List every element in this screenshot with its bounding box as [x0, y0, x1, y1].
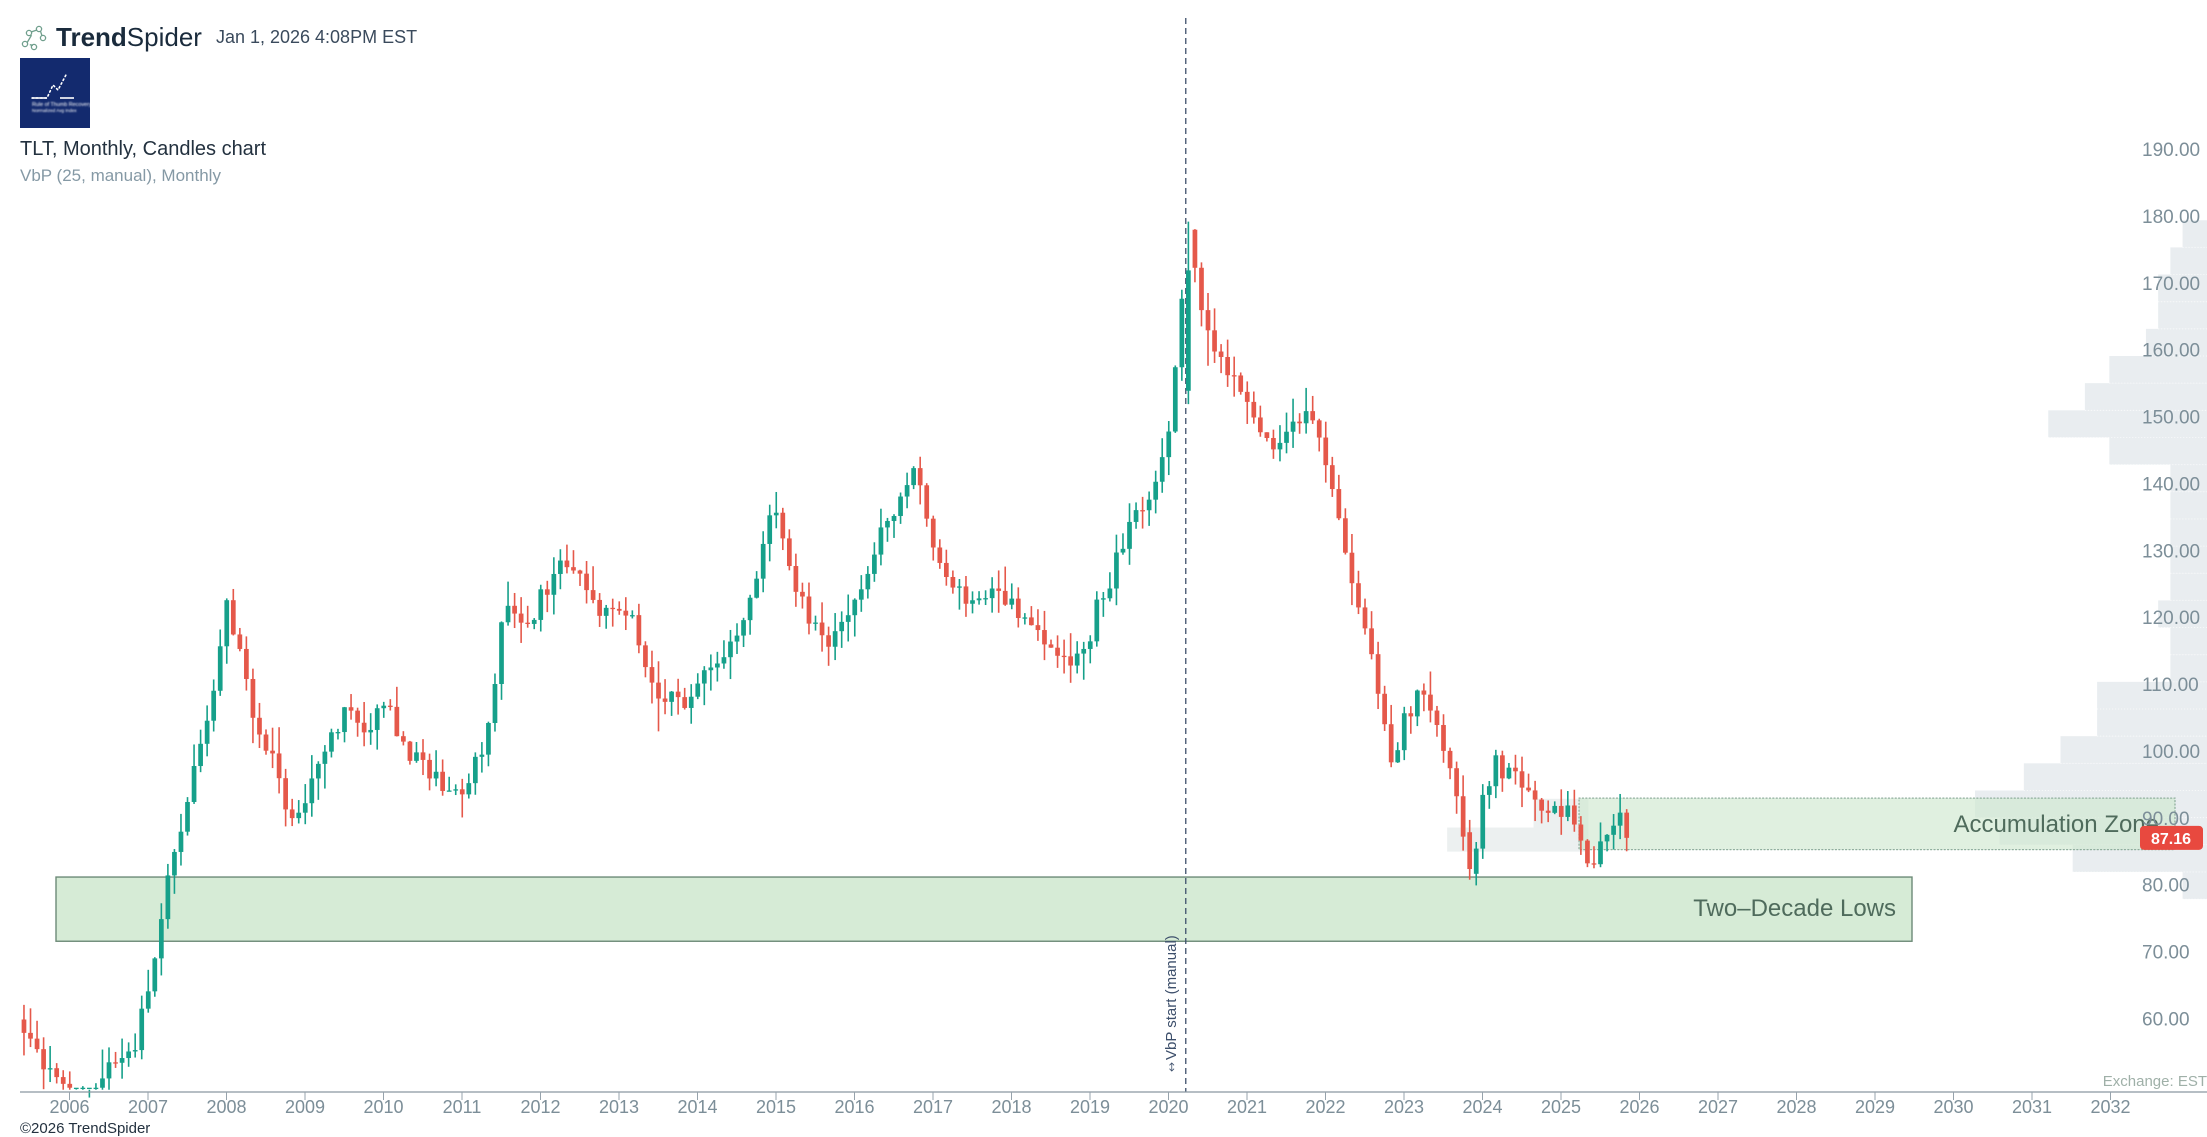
- svg-text:170.00: 170.00: [2142, 274, 2200, 295]
- svg-text:2029: 2029: [1855, 1097, 1895, 1117]
- svg-text:2032: 2032: [2090, 1097, 2130, 1117]
- svg-text:2011: 2011: [443, 1097, 482, 1117]
- svg-text:2006: 2006: [49, 1097, 89, 1117]
- svg-text:2012: 2012: [520, 1097, 560, 1117]
- svg-text:2023: 2023: [1384, 1097, 1424, 1117]
- svg-text:2015: 2015: [756, 1097, 796, 1117]
- svg-text:Exchange: EST: Exchange: EST: [2103, 1073, 2207, 1090]
- svg-text:110.00: 110.00: [2142, 675, 2199, 696]
- svg-text:2024: 2024: [1462, 1097, 1502, 1117]
- svg-text:Two–Decade Lows: Two–Decade Lows: [1693, 895, 1896, 922]
- svg-text:100.00: 100.00: [2142, 742, 2200, 763]
- svg-text:2007: 2007: [128, 1097, 168, 1117]
- svg-text:2026: 2026: [1619, 1097, 1659, 1117]
- svg-text:80.00: 80.00: [2142, 876, 2190, 897]
- svg-text:160.00: 160.00: [2142, 341, 2200, 362]
- svg-text:150.00: 150.00: [2142, 408, 2200, 429]
- svg-text:Accumulation Zone: Accumulation Zone: [1954, 811, 2159, 838]
- svg-text:180.00: 180.00: [2142, 207, 2200, 228]
- svg-text:2025: 2025: [1541, 1097, 1581, 1117]
- svg-text:2013: 2013: [599, 1097, 639, 1117]
- svg-text:2021: 2021: [1227, 1097, 1267, 1117]
- svg-text:2010: 2010: [363, 1097, 403, 1117]
- svg-text:140.00: 140.00: [2142, 474, 2200, 495]
- svg-text:2027: 2027: [1698, 1097, 1738, 1117]
- svg-text:70.00: 70.00: [2142, 943, 2190, 964]
- svg-text:2018: 2018: [991, 1097, 1031, 1117]
- svg-text:60.00: 60.00: [2142, 1010, 2190, 1031]
- svg-text:2008: 2008: [206, 1097, 246, 1117]
- svg-text:2009: 2009: [285, 1097, 325, 1117]
- svg-text:2022: 2022: [1305, 1097, 1345, 1117]
- svg-text:2028: 2028: [1776, 1097, 1816, 1117]
- svg-text:2031: 2031: [2012, 1097, 2052, 1117]
- svg-text:2030: 2030: [1933, 1097, 1973, 1117]
- svg-text:VbP start (manual): VbP start (manual): [1163, 935, 1180, 1060]
- svg-text:2020: 2020: [1148, 1097, 1188, 1117]
- svg-text:130.00: 130.00: [2142, 541, 2200, 562]
- svg-text:2017: 2017: [913, 1097, 953, 1117]
- svg-text:87.16: 87.16: [2151, 831, 2191, 848]
- svg-text:2019: 2019: [1070, 1097, 1110, 1117]
- svg-text:120.00: 120.00: [2142, 608, 2200, 629]
- svg-text:2016: 2016: [834, 1097, 874, 1117]
- svg-text:Normalized Avg Index: Normalized Avg Index: [32, 108, 77, 113]
- svg-text:190.00: 190.00: [2142, 140, 2200, 161]
- svg-text:2014: 2014: [677, 1097, 717, 1117]
